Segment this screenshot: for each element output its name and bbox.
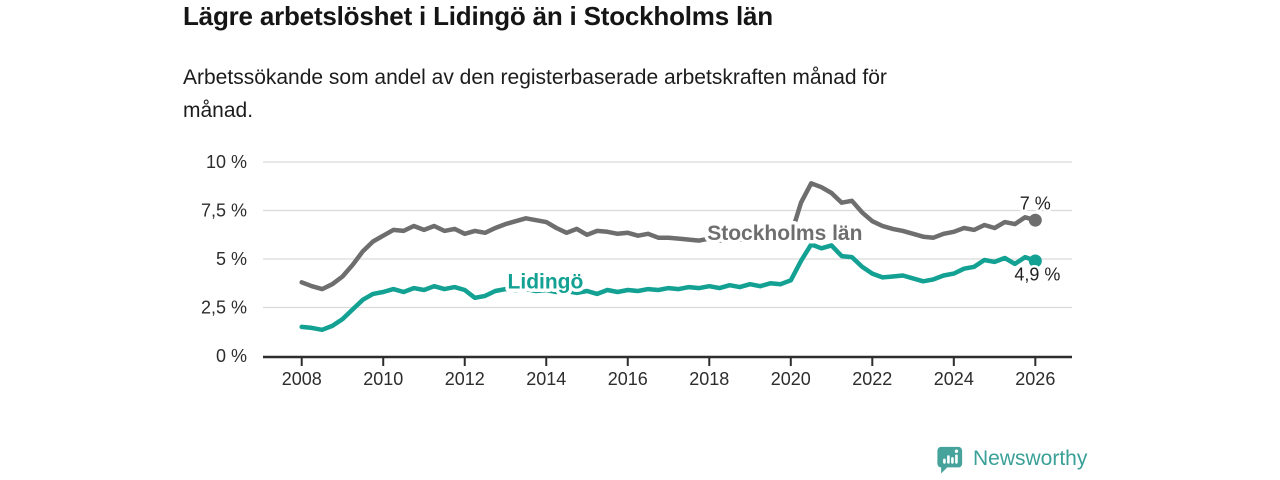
x-axis-tick-label: 2022 bbox=[852, 369, 892, 389]
end-dot-liding- bbox=[1028, 254, 1042, 268]
x-axis-tick-label: 2010 bbox=[363, 369, 403, 389]
end-value-label: 7 % bbox=[1020, 194, 1051, 214]
x-axis-tick-label: 2014 bbox=[526, 369, 566, 389]
chart-subtitle-line: månad. bbox=[183, 99, 254, 122]
chart-subtitle: Arbetssökande som andel av den registerb… bbox=[183, 61, 887, 127]
x-axis-tick-label: 2020 bbox=[771, 369, 811, 389]
x-axis-tick-label: 2012 bbox=[445, 369, 485, 389]
x-axis-tick-label: 2018 bbox=[689, 369, 729, 389]
y-axis-tick-label: 7,5 % bbox=[201, 201, 247, 221]
y-axis-tick-label: 2,5 % bbox=[201, 298, 247, 318]
x-axis-tick-label: 2016 bbox=[608, 369, 648, 389]
end-value-label: 4,9 % bbox=[1014, 265, 1060, 285]
series-label-liding-: Lidingö bbox=[508, 270, 584, 293]
series-line-liding- bbox=[299, 242, 1038, 333]
chart-subtitle-line: Arbetssökande som andel av den registerb… bbox=[183, 66, 887, 89]
chart-title: Lägre arbetslöshet i Lidingö än i Stockh… bbox=[183, 1, 773, 31]
series-line-stockholms-l-n bbox=[299, 181, 1038, 292]
x-axis-tick-label: 2008 bbox=[282, 369, 322, 389]
newsworthy-brand: Newsworthy bbox=[936, 444, 1087, 474]
y-axis-tick-label: 0 % bbox=[216, 346, 247, 366]
x-axis-tick-label: 2026 bbox=[1015, 369, 1055, 389]
newsworthy-logo-icon bbox=[937, 446, 963, 473]
y-axis-tick-label: 5 % bbox=[216, 249, 247, 269]
y-axis-tick-label: 10 % bbox=[206, 152, 247, 172]
x-axis-tick-label: 2024 bbox=[934, 369, 974, 389]
newsworthy-logo-text: Newsworthy bbox=[973, 447, 1088, 470]
series-label-stockholms-l-n: Stockholms län bbox=[707, 222, 862, 245]
end-dot-stockholms-l-n bbox=[1028, 213, 1042, 227]
